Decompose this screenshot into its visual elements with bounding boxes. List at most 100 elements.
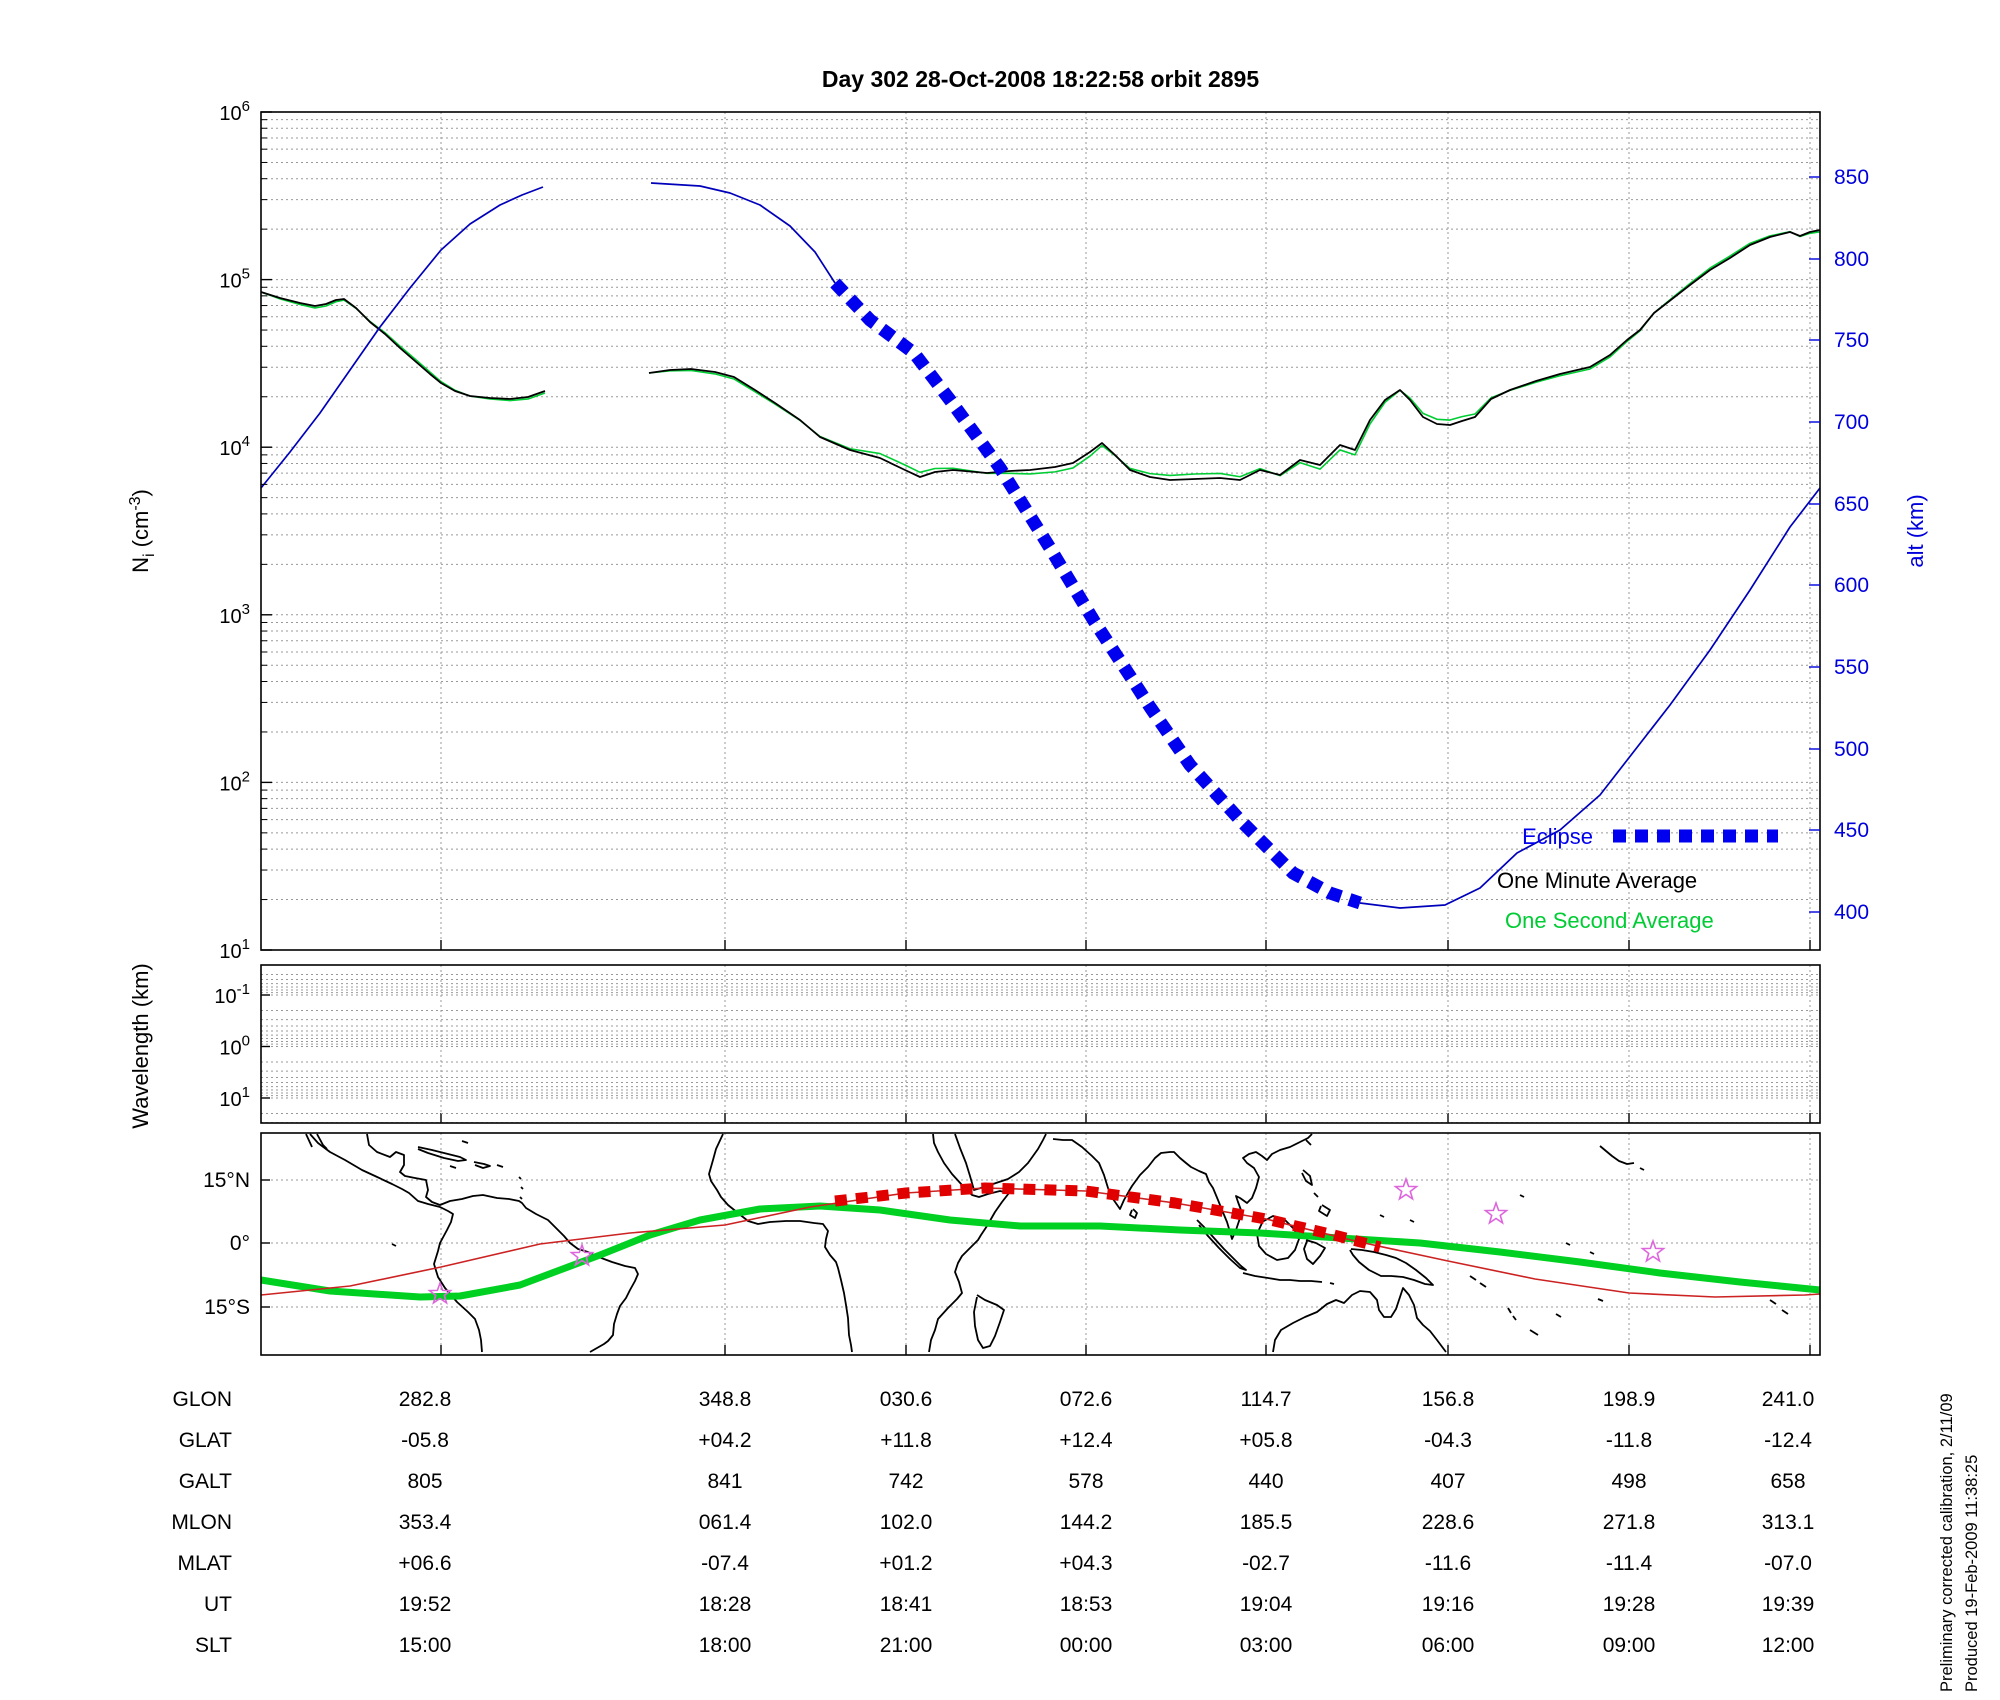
wavelength-tick-label: 10-1: [214, 981, 250, 1008]
table-cell-mlon-1: 353.4: [399, 1511, 452, 1534]
coastline: [1589, 1251, 1595, 1255]
table-cell-glon-6: 156.8: [1422, 1388, 1475, 1411]
table-cell-mlat-4: +04.3: [1059, 1552, 1112, 1575]
table-cell-galt-2: 841: [707, 1470, 742, 1493]
coastline: [449, 1165, 457, 1169]
table-cell-slt-8: 12:00: [1762, 1634, 1815, 1657]
table-cell-glon-2: 348.8: [699, 1388, 752, 1411]
ni-tick-label: 106: [219, 98, 250, 125]
table-cell-glat-4: +12.4: [1059, 1429, 1112, 1452]
legend-label-one-minute: One Minute Average: [1497, 868, 1697, 893]
coastline: [1305, 1139, 1312, 1146]
coastline: [954, 1133, 1047, 1191]
table-cell-mlat-7: -11.4: [1606, 1552, 1653, 1575]
table-cell-glon-4: 072.6: [1060, 1388, 1113, 1411]
table-cell-glat-6: -04.3: [1424, 1429, 1472, 1452]
alt-tick-label: 400: [1834, 901, 1869, 924]
coastline: [1329, 1282, 1335, 1285]
ni-tick-label: 105: [219, 266, 250, 293]
wavelength-tick-label: 100: [219, 1033, 250, 1060]
table-cell-mlat-1: +06.6: [398, 1552, 451, 1575]
table-cell-slt-7: 09:00: [1603, 1634, 1656, 1657]
table-cell-galt-4: 578: [1068, 1470, 1103, 1493]
coastline: [1313, 1192, 1319, 1198]
table-row-label-slt: SLT: [195, 1634, 232, 1657]
coastline: [1555, 1313, 1562, 1318]
table-cell-mlon-7: 271.8: [1603, 1511, 1656, 1534]
star-marker: [427, 1280, 453, 1305]
coastline: [1303, 1239, 1326, 1265]
wavelength-axis-title: Wavelength (km): [128, 963, 153, 1128]
table-cell-mlat-5: -02.7: [1242, 1552, 1290, 1575]
coastline: [1599, 1145, 1635, 1165]
alt-tick-label: 800: [1834, 248, 1869, 271]
table-cell-ut-5: 19:04: [1240, 1593, 1293, 1616]
mid-frame: [260, 964, 1821, 1124]
coastline: [316, 1133, 328, 1150]
coastline: [518, 1176, 522, 1180]
table-cell-ut-1: 19:52: [399, 1593, 452, 1616]
coastline: [973, 1294, 1005, 1349]
coastline: [1565, 1242, 1571, 1246]
table-cell-galt-1: 805: [407, 1470, 442, 1493]
coastline: [708, 1133, 853, 1353]
coastline: [1196, 1219, 1247, 1271]
alt-tick-label: 500: [1834, 738, 1869, 761]
table-cell-ut-4: 18:53: [1060, 1593, 1113, 1616]
coastline: [1512, 1315, 1517, 1321]
ni-tick-label: 104: [219, 433, 250, 460]
coastline: [473, 1161, 491, 1169]
star-marker: [1640, 1238, 1666, 1263]
one-minute-average-curve: [648, 229, 1821, 481]
table-cell-glon-5: 114.7: [1241, 1388, 1292, 1411]
ni-tick-label: 102: [219, 768, 250, 795]
table-cell-galt-5: 440: [1248, 1470, 1283, 1493]
alt-tick-label: 650: [1834, 493, 1869, 516]
altitude-curve: [260, 186, 544, 489]
wavelength-tick-label: 101: [219, 1084, 250, 1111]
table-cell-ut-8: 19:39: [1762, 1593, 1815, 1616]
eclipse-dashes: [830, 278, 1363, 910]
table-cell-glon-8: 241.0: [1762, 1388, 1815, 1411]
table-cell-mlon-3: 102.0: [880, 1511, 933, 1534]
table-cell-glon-7: 198.9: [1603, 1388, 1656, 1411]
table-cell-slt-3: 21:00: [880, 1634, 933, 1657]
table-cell-glon-3: 030.6: [880, 1388, 933, 1411]
coastline: [1507, 1307, 1512, 1314]
table-cell-glat-2: +04.2: [698, 1429, 751, 1452]
map-frame: [260, 1132, 1821, 1356]
coastline: [1519, 1194, 1525, 1198]
table-row-label-glat: GLAT: [179, 1429, 232, 1452]
table-cell-mlat-3: +01.2: [879, 1552, 932, 1575]
coastline: [309, 1133, 483, 1353]
legend-label-eclipse: Eclipse: [1522, 824, 1593, 849]
coastline: [1301, 1169, 1313, 1186]
coastline: [305, 1133, 313, 1148]
one-minute-average-curve: [260, 291, 546, 400]
altitude-curve: [1359, 487, 1821, 909]
table-cell-glat-1: -05.8: [401, 1429, 449, 1452]
star-marker: [569, 1242, 595, 1267]
preliminary-note: Preliminary corrected calibration, 2/11/…: [1938, 1393, 1956, 1692]
coastline: [461, 1140, 469, 1144]
table-cell-slt-4: 00:00: [1060, 1634, 1113, 1657]
table-cell-glat-5: +05.8: [1239, 1429, 1292, 1452]
table-cell-ut-7: 19:28: [1603, 1593, 1656, 1616]
coastline: [1597, 1298, 1604, 1302]
ground-track-eclipse-dashes: [834, 1182, 1382, 1253]
ni-tick-label: 103: [219, 601, 250, 628]
table-cell-galt-7: 498: [1611, 1470, 1646, 1493]
table-cell-slt-6: 06:00: [1422, 1634, 1475, 1657]
coastline: [366, 1133, 639, 1353]
alt-axis-title: alt (km): [1903, 494, 1928, 567]
star-marker: [1393, 1176, 1419, 1201]
table-cell-galt-8: 658: [1770, 1470, 1805, 1493]
table-cell-ut-3: 18:41: [880, 1593, 933, 1616]
coastline: [417, 1146, 467, 1162]
coastline: [928, 1133, 1010, 1353]
coastline: [1379, 1214, 1385, 1218]
coastline: [1129, 1208, 1138, 1219]
table-cell-glon-1: 282.8: [399, 1388, 452, 1411]
table-row-label-galt: GALT: [179, 1470, 232, 1493]
